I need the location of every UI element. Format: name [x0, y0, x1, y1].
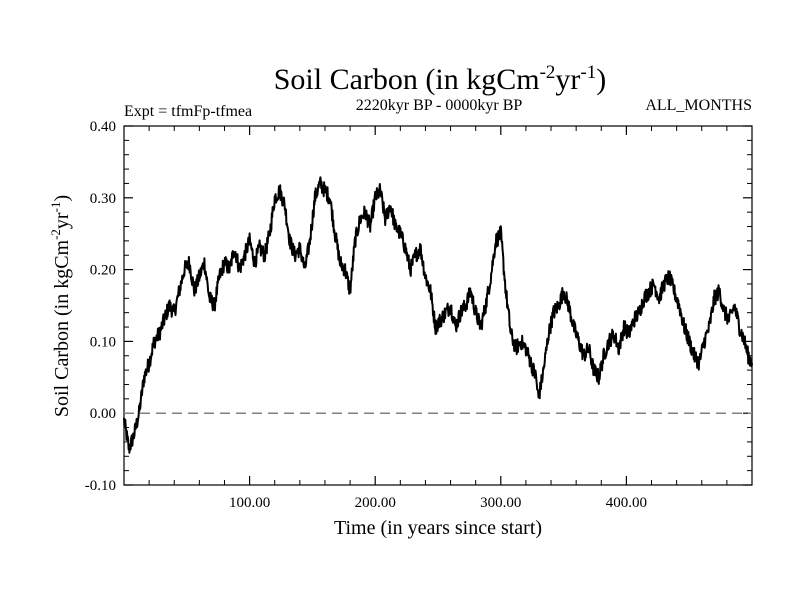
y-axis-label-exponent-1: -2	[48, 229, 63, 240]
experiment-label: Expt = tfmFp-tfmea	[124, 103, 252, 120]
x-axis-ticks: 100.00 200.00 300.00 400.00	[148, 126, 728, 511]
chart-title-exponent-2: -1	[580, 62, 596, 83]
y-axis-label-base: Soil Carbon (in kgCm	[51, 239, 73, 417]
y-axis-label-mid: yr	[51, 212, 73, 229]
chart-title-exponent-1: -2	[540, 62, 556, 83]
x-tick-label: 100.00	[229, 495, 270, 511]
chart-title: Soil Carbon (in kgCm-2yr-1)	[274, 62, 607, 96]
y-tick-label: 0.10	[90, 334, 116, 350]
x-tick-label: 400.00	[606, 495, 647, 511]
x-axis-label: Time (in years since start)	[334, 517, 542, 539]
plot-frame	[123, 125, 753, 486]
y-tick-label: 0.20	[90, 263, 116, 279]
y-axis-label-exponent-2: -1	[48, 202, 63, 213]
y-tick-label: 0.00	[90, 406, 116, 422]
chart-title-mid: yr	[555, 63, 580, 96]
chart-title-base: Soil Carbon (in kgCm	[274, 63, 540, 96]
x-tick-label: 200.00	[355, 495, 396, 511]
y-tick-label: 0.30	[90, 191, 116, 207]
y-axis-ticks: -0.10 0.00 0.10 0.20 0.30 0.40	[85, 119, 752, 494]
chart-title-end: )	[596, 63, 606, 96]
y-tick-label: -0.10	[85, 478, 116, 494]
y-axis-label-end: )	[51, 195, 73, 202]
y-axis-label: Soil Carbon (in kgCm-2yr-1)	[48, 195, 73, 417]
months-label: ALL_MONTHS	[645, 97, 752, 114]
period-label: 2220kyr BP - 0000kyr BP	[356, 97, 523, 114]
soil-carbon-series-line	[123, 176, 753, 454]
y-tick-label: 0.40	[90, 119, 116, 135]
x-tick-label: 300.00	[480, 495, 521, 511]
